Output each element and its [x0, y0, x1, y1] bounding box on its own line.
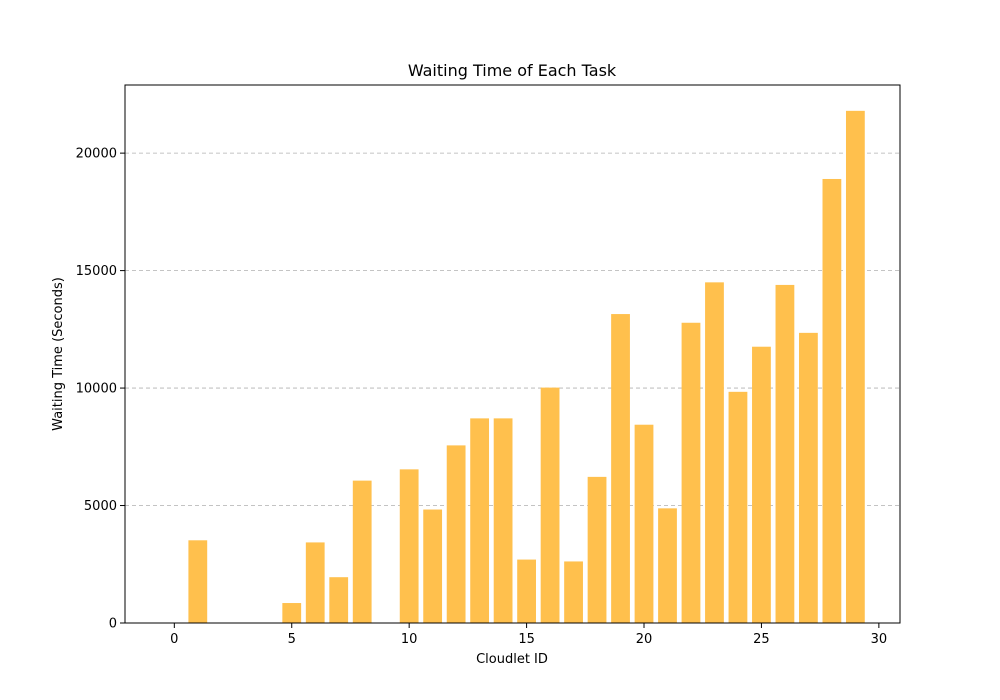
x-tick-label: 20 [636, 632, 653, 647]
bar [634, 424, 654, 623]
bar [799, 332, 818, 623]
y-tick-label: 10000 [76, 382, 117, 397]
x-tick-label: 25 [753, 632, 770, 647]
y-tick-label: 0 [109, 617, 117, 632]
x-tick-label: 0 [170, 632, 178, 647]
bar [329, 577, 349, 623]
bar [305, 542, 325, 623]
x-tick-label: 10 [401, 632, 418, 647]
bar [399, 469, 419, 623]
bar [681, 322, 701, 623]
bar [188, 540, 208, 623]
y-tick-label: 20000 [76, 147, 117, 162]
y-tick-label: 15000 [76, 264, 117, 279]
bar [423, 509, 443, 623]
bar [282, 603, 302, 623]
x-axis-label: Cloudlet ID [476, 652, 548, 667]
bar [752, 346, 771, 623]
bars-layer [188, 110, 865, 624]
plot-frame [124, 84, 901, 624]
bar [470, 418, 490, 623]
bar [352, 480, 372, 623]
x-tick-label: 15 [518, 632, 535, 647]
x-tick-label: 5 [288, 632, 296, 647]
bar [728, 391, 748, 623]
bar [446, 445, 466, 623]
bar [775, 284, 795, 623]
bar [517, 559, 536, 623]
bar [564, 561, 583, 623]
x-ticks: 0 5 10 15 20 25 30 [170, 623, 887, 647]
bar [587, 476, 607, 623]
bar [705, 282, 724, 623]
bar [611, 314, 630, 623]
x-tick-label: 30 [871, 632, 888, 647]
bar [658, 508, 677, 623]
bar [845, 110, 865, 624]
y-ticks: 0 5000 10000 15000 20000 [76, 147, 125, 632]
chart-title: Waiting Time of Each Task [408, 61, 617, 80]
y-tick-label: 5000 [84, 499, 117, 514]
y-axis-label: Waiting Time (Seconds) [51, 277, 66, 431]
bar [540, 387, 560, 623]
bar [822, 178, 842, 623]
bar [493, 418, 513, 623]
